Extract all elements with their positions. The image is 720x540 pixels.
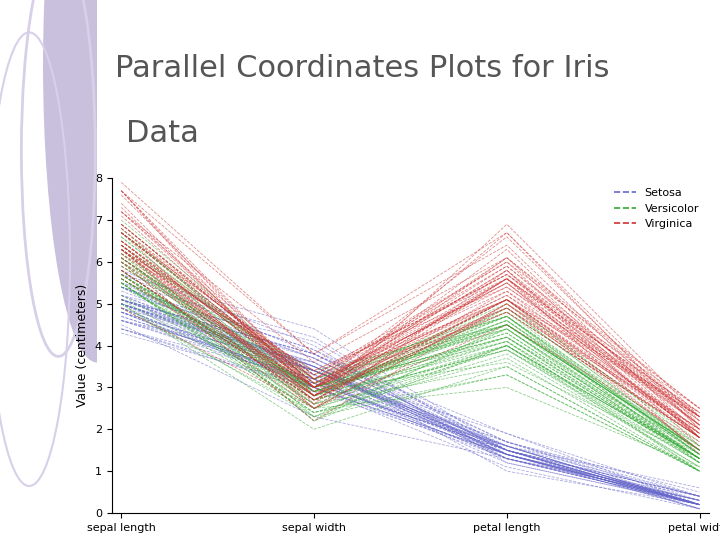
Y-axis label: Value (centimeters): Value (centimeters)	[76, 284, 89, 407]
Text: Data: Data	[126, 119, 199, 148]
Circle shape	[44, 0, 150, 362]
Text: Parallel Coordinates Plots for Iris: Parallel Coordinates Plots for Iris	[115, 54, 610, 83]
Legend: Setosa, Versicolor, Virginica: Setosa, Versicolor, Virginica	[609, 184, 703, 234]
